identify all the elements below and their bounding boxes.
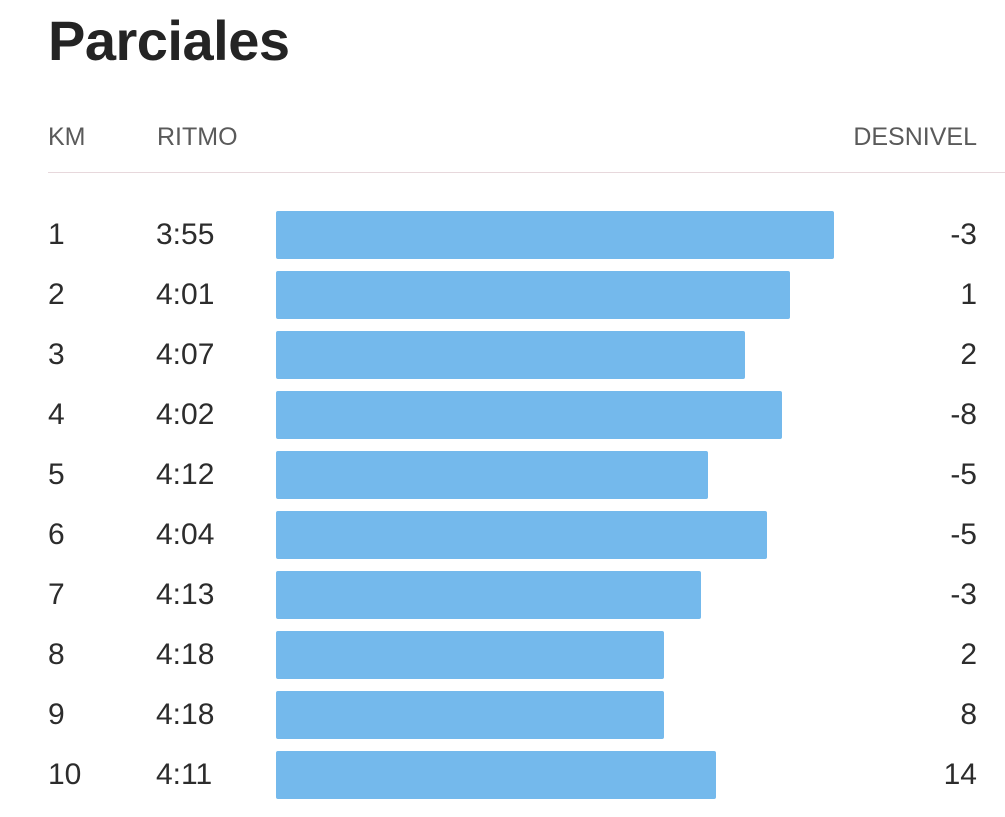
pace-bar-track (276, 571, 914, 619)
pace-bar-track (276, 511, 914, 559)
split-elevation: -3 (950, 218, 977, 251)
page-title: Parciales (48, 9, 290, 72)
split-km: 1 (48, 218, 65, 251)
pace-bar (276, 331, 746, 379)
column-header-elevation: DESNIVEL (853, 123, 977, 151)
split-row: 6 4:04 -5 (0, 505, 1005, 565)
split-elevation: 14 (943, 758, 977, 791)
split-row: 1 3:55 -3 (0, 205, 1005, 265)
split-km: 9 (48, 698, 65, 731)
split-elevation: 2 (960, 638, 977, 671)
split-pace: 3:55 (156, 218, 215, 251)
split-pace: 4:13 (156, 578, 215, 611)
split-row: 9 4:18 8 (0, 685, 1005, 745)
column-header-pace: RITMO (157, 123, 238, 151)
split-row: 5 4:12 -5 (0, 445, 1005, 505)
pace-bar (276, 511, 768, 559)
pace-bar (276, 691, 664, 739)
split-row: 7 4:13 -3 (0, 565, 1005, 625)
pace-bar (276, 631, 664, 679)
split-elevation: 2 (960, 338, 977, 371)
split-pace: 4:18 (156, 698, 215, 731)
split-row: 2 4:01 1 (0, 265, 1005, 325)
split-km: 10 (48, 758, 82, 791)
pace-bar (276, 391, 783, 439)
split-km: 6 (48, 518, 65, 551)
split-km: 3 (48, 338, 65, 371)
pace-bar-track (276, 691, 914, 739)
pace-bar (276, 751, 716, 799)
split-pace: 4:12 (156, 458, 215, 491)
split-row: 8 4:18 2 (0, 625, 1005, 685)
splits-list: 1 3:55 -3 2 4:01 1 3 4:07 2 4 4:02 -8 5 4:12 -5 6 4:04 -5… (0, 205, 1005, 805)
split-elevation: -3 (950, 578, 977, 611)
split-row: 10 4:11 14 (0, 745, 1005, 805)
pace-bar-track (276, 331, 914, 379)
split-km: 8 (48, 638, 65, 671)
split-elevation: 8 (960, 698, 977, 731)
split-km: 2 (48, 278, 65, 311)
split-pace: 4:01 (156, 278, 215, 311)
pace-bar-track (276, 211, 914, 259)
split-elevation: 1 (960, 278, 977, 311)
split-km: 7 (48, 578, 65, 611)
split-elevation: -5 (950, 458, 977, 491)
split-pace: 4:18 (156, 638, 215, 671)
column-header-km: KM (48, 123, 86, 151)
split-pace: 4:04 (156, 518, 215, 551)
pace-bar (276, 271, 790, 319)
split-km: 4 (48, 398, 65, 431)
pace-bar-track (276, 451, 914, 499)
split-row: 4 4:02 -8 (0, 385, 1005, 445)
pace-bar-track (276, 391, 914, 439)
split-elevation: -5 (950, 518, 977, 551)
split-km: 5 (48, 458, 65, 491)
pace-bar (276, 571, 701, 619)
split-pace: 4:02 (156, 398, 215, 431)
pace-bar-track (276, 271, 914, 319)
header-divider (48, 172, 1005, 173)
pace-bar-track (276, 631, 914, 679)
split-row: 3 4:07 2 (0, 325, 1005, 385)
pace-bar (276, 451, 709, 499)
split-pace: 4:07 (156, 338, 215, 371)
pace-bar-track (276, 751, 914, 799)
split-pace: 4:11 (156, 758, 213, 791)
split-elevation: -8 (950, 398, 977, 431)
pace-bar (276, 211, 834, 259)
